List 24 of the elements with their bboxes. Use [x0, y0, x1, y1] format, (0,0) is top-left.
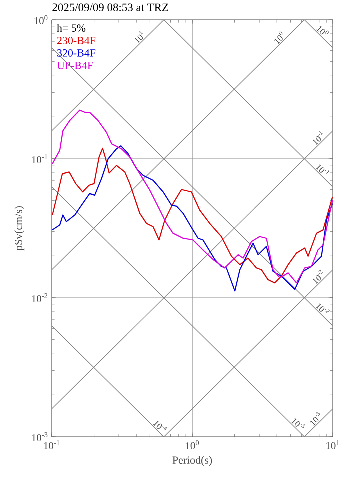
x-tick-label: 10$^{1}$: [326, 440, 340, 450]
text: 230-B4F: [57, 37, 96, 44]
annotation: 10$^{-1}$: [316, 164, 330, 174]
y-tick-label: 10$^{0}$: [34, 16, 48, 24]
x-axis-title: Period(s): [172, 456, 212, 466]
y-tick-label: 10$^{-1}$: [32, 154, 48, 164]
x-tick-label: 10$^{-1}$: [44, 440, 60, 450]
text: UP-B4F: [57, 62, 94, 70]
annotation: 10$^{1}$: [134, 31, 144, 44]
annotation: 10$^{-1}$: [313, 131, 323, 146]
annotation: 10$^{-3}$: [310, 412, 320, 426]
annotation: h= 5%: [57, 24, 86, 32]
y-axis-title: pSv(cm/s): [14, 206, 25, 251]
annotation: 10$^{-2}$: [316, 304, 330, 314]
chart-title: 2025/09/09 08:53 at TRZ: [52, 4, 168, 12]
annotation: 10$^{0}$: [316, 26, 330, 35]
y-tick-label: 10$^{-2}$: [32, 294, 48, 302]
x-tick-label: 10$^{0}$: [186, 440, 200, 450]
annotation: 10$^{-3}$: [291, 418, 306, 428]
y-tick-label: 10$^{-3}$: [32, 432, 48, 442]
annotation: 10$^{0}$: [274, 32, 283, 44]
text: 320-B4F: [58, 50, 96, 57]
annotation: 10$^{-4}$: [153, 420, 168, 431]
annotation: 10$^{-2}$: [313, 270, 323, 284]
